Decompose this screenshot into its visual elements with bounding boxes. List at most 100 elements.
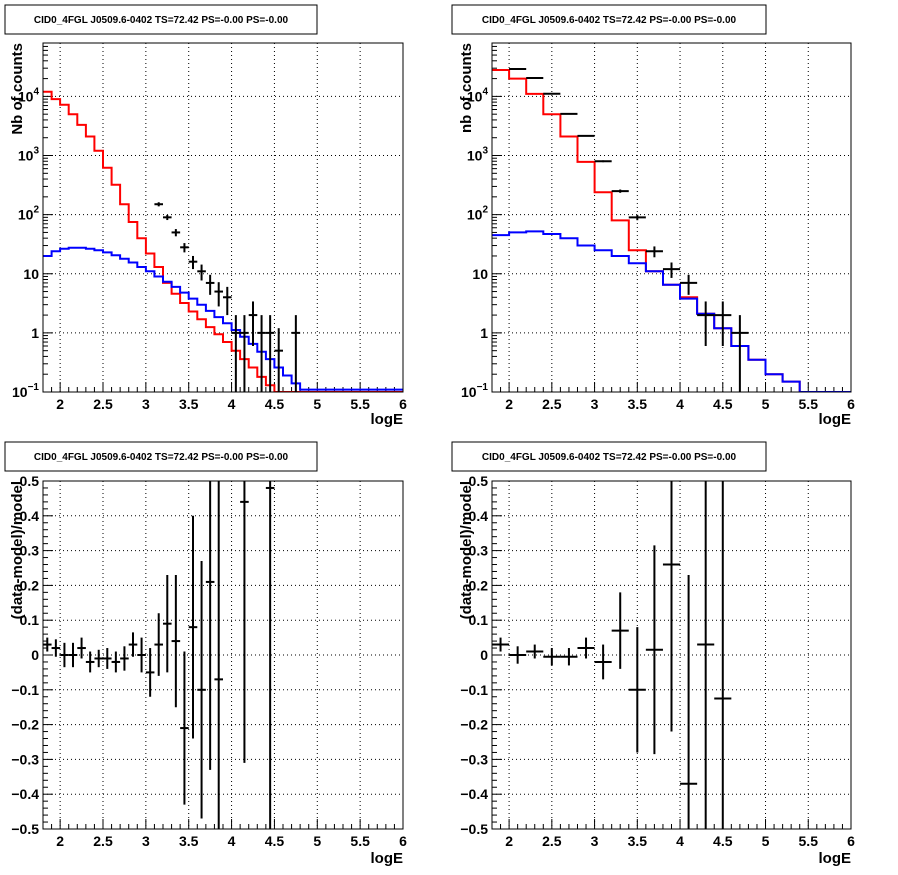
y-tick-label: 10−1 (461, 382, 488, 400)
x-tick-label: 6 (399, 833, 407, 849)
y-tick-label: 0.3 (20, 543, 40, 559)
y-tick-label: 0.3 (469, 543, 489, 559)
plot-area: 2 2.5 3 3.5 4 4.5 5 5.5 6 10−1 1 10 102 103 104 (12, 42, 407, 412)
y-tick-label: 1 (480, 325, 488, 341)
y-tick-label: 0.1 (469, 612, 489, 628)
x-tick-label: 4 (676, 396, 684, 412)
y-tick-label: 0.5 (469, 473, 489, 489)
plot-frame (491, 42, 852, 393)
panel-counts-left: CID0_4FGL J0509.6-0402 TS=72.42 PS=-0.00… (4, 4, 407, 428)
panel-counts-right: CID0_4FGL J0509.6-0402 TS=72.42 PS=-0.00… (451, 4, 855, 428)
y-tick-label: 0.2 (20, 577, 40, 593)
plot-frame (491, 480, 852, 830)
x-tick-label: 5.5 (799, 396, 819, 412)
y-tick-label: −0.2 (460, 717, 488, 733)
x-tick-label: 3.5 (179, 396, 199, 412)
y-tick-label: 0 (31, 647, 39, 663)
y-tick-label: 104 (18, 86, 40, 104)
y-tick-label: 0.5 (20, 473, 40, 489)
y-tick-label: 103 (18, 146, 40, 164)
y-axis-title: Nb of counts (9, 43, 26, 135)
x-tick-label: 5 (762, 396, 770, 412)
y-tick-label: 1 (31, 325, 39, 341)
x-tick-label: 4 (676, 833, 684, 849)
x-tick-label: 4 (228, 396, 236, 412)
y-axis-title: nb of counts (458, 43, 475, 133)
y-tick-label: −0.3 (11, 751, 39, 767)
data-layer (43, 481, 275, 829)
y-tick-label: −0.5 (11, 821, 39, 837)
x-axis-title: logE (819, 411, 852, 428)
x-tick-label: 4.5 (265, 396, 285, 412)
x-tick-label: 2.5 (93, 833, 113, 849)
data-layer (492, 481, 732, 829)
y-tick-label: 102 (18, 205, 40, 223)
y-tick-label: 10 (23, 266, 39, 282)
y-axis-title: (data-model)/model (9, 481, 26, 619)
y-tick-label: 104 (467, 86, 489, 104)
x-tick-label: 4.5 (265, 833, 285, 849)
x-tick-label: 2 (505, 833, 513, 849)
panel-title: CID0_4FGL J0509.6-0402 TS=72.42 PS=-0.00… (482, 452, 737, 463)
model-background-histogram (492, 230, 851, 392)
x-tick-label: 2 (505, 396, 513, 412)
y-tick-label: 10−1 (12, 382, 39, 400)
panel-title: CID0_4FGL J0509.6-0402 TS=72.42 PS=-0.00… (34, 452, 289, 463)
panel-title: CID0_4FGL J0509.6-0402 TS=72.42 PS=-0.00… (34, 15, 289, 26)
title-box (4, 441, 318, 472)
x-tick-label: 4.5 (713, 833, 733, 849)
y-tick-label: −0.5 (460, 821, 488, 837)
y-tick-label: −0.1 (11, 682, 39, 698)
plot-frame (42, 480, 404, 830)
x-tick-label: 5 (313, 833, 321, 849)
x-tick-label: 5.5 (350, 396, 370, 412)
x-tick-label: 3.5 (628, 396, 648, 412)
x-tick-label: 3.5 (628, 833, 648, 849)
panel-residuals-left: CID0_4FGL J0509.6-0402 TS=72.42 PS=-0.00… (4, 441, 407, 867)
x-axis-title: logE (371, 850, 404, 867)
y-tick-label: −0.2 (11, 717, 39, 733)
x-tick-label: 5.5 (350, 833, 370, 849)
model-total-histogram (43, 90, 403, 392)
panel-title: CID0_4FGL J0509.6-0402 TS=72.42 PS=-0.00… (482, 15, 737, 26)
y-tick-label: −0.3 (460, 751, 488, 767)
y-tick-label: −0.1 (460, 682, 488, 698)
plot-frame (42, 42, 404, 393)
x-tick-label: 3 (142, 833, 150, 849)
panel-residuals-right: CID0_4FGL J0509.6-0402 TS=72.42 PS=-0.00… (451, 441, 855, 867)
data-layer (43, 90, 403, 392)
x-tick-label: 2.5 (542, 833, 562, 849)
x-tick-label: 2 (56, 396, 64, 412)
y-tick-label: 102 (467, 205, 489, 223)
x-tick-label: 6 (847, 833, 855, 849)
model-background-histogram (43, 246, 403, 391)
model-total-histogram (492, 69, 851, 392)
x-tick-label: 5 (313, 396, 321, 412)
title-box (451, 441, 767, 472)
x-tick-label: 2.5 (542, 396, 562, 412)
y-tick-label: −0.4 (11, 786, 39, 802)
plot-area: 2 2.5 3 3.5 4 4.5 5 5.5 6 −0.5 −0.4 −0.3 −0.2 −0.1 0 0.… (460, 473, 855, 849)
x-tick-label: 5.5 (799, 833, 819, 849)
title-box (451, 4, 767, 35)
x-tick-label: 3.5 (179, 833, 199, 849)
x-tick-label: 6 (847, 396, 855, 412)
x-tick-label: 2 (56, 833, 64, 849)
y-tick-label: 10 (472, 266, 488, 282)
x-tick-label: 4 (228, 833, 236, 849)
x-axis-title: logE (371, 411, 404, 428)
x-tick-label: 5 (762, 833, 770, 849)
x-tick-label: 4.5 (713, 396, 733, 412)
y-tick-label: −0.4 (460, 786, 488, 802)
x-axis-title: logE (819, 850, 852, 867)
y-tick-label: 103 (467, 146, 489, 164)
y-tick-label: 0.4 (20, 508, 40, 524)
y-tick-label: 0 (480, 647, 488, 663)
x-tick-label: 3 (142, 396, 150, 412)
plot-area: 2 2.5 3 3.5 4 4.5 5 5.5 6 −0.5 −0.4 −0.3 −0.2 −0.1 0 0.… (11, 473, 407, 849)
x-tick-label: 3 (591, 396, 599, 412)
x-tick-label: 2.5 (93, 396, 113, 412)
plot-area: 2 2.5 3 3.5 4 4.5 5 5.5 6 10−1 1 10 102 103 104 (461, 42, 855, 412)
data-layer (492, 68, 851, 392)
